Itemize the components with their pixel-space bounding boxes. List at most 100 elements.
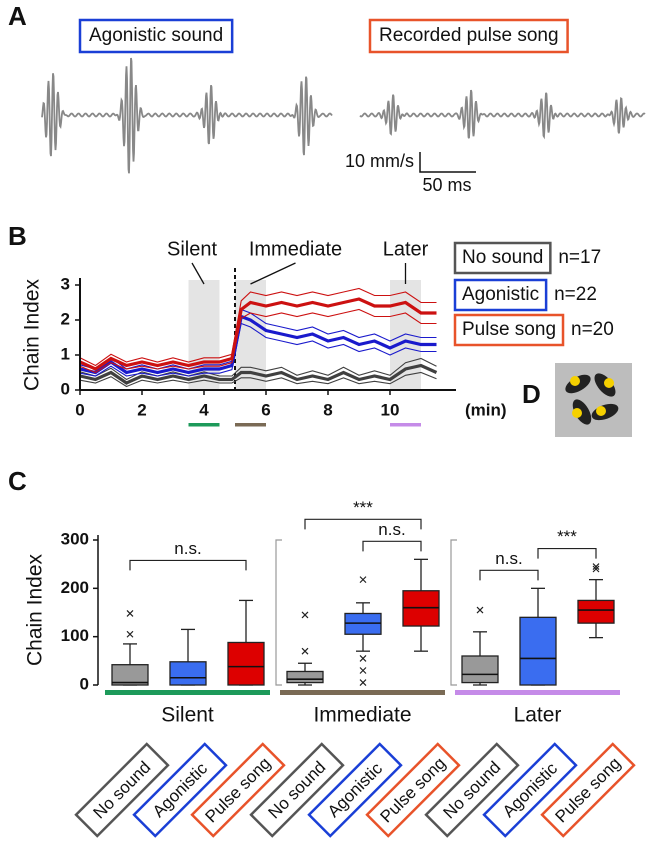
significance-label: *** — [557, 527, 577, 546]
legend-label: Agonistic — [462, 284, 539, 305]
sem-line — [79, 287, 437, 367]
x-axis-label: (min) — [465, 400, 507, 419]
outlier — [301, 611, 309, 619]
panel-letter: C — [8, 466, 27, 496]
legend-box — [453, 241, 552, 275]
group-bar — [455, 690, 620, 695]
period-underline — [235, 423, 266, 427]
legend-n: n=17 — [558, 247, 601, 268]
legend-box — [453, 313, 565, 347]
y-axis-label: Chain Index — [21, 278, 44, 391]
box — [519, 616, 557, 686]
sem-line — [79, 371, 437, 388]
box — [111, 664, 149, 686]
y-tick-label: 1 — [61, 344, 70, 363]
outlier — [476, 606, 484, 614]
group-label: Later — [514, 704, 562, 727]
box — [577, 599, 615, 624]
x-tick-label: 8 — [323, 400, 332, 419]
period-label: Later — [383, 238, 429, 260]
sem-line — [79, 357, 437, 381]
trace-label: Recorded pulse song — [379, 25, 559, 46]
box — [461, 655, 499, 684]
trace — [359, 89, 646, 140]
group-label: Silent — [161, 704, 214, 727]
category-box — [74, 742, 170, 838]
period-leader — [250, 262, 296, 285]
outlier — [592, 563, 600, 571]
significance-bracket — [129, 559, 247, 571]
outlier — [359, 576, 367, 584]
period-label: Silent — [167, 238, 217, 260]
x-tick-label: 6 — [261, 400, 270, 419]
box — [227, 641, 265, 686]
category-box — [482, 742, 578, 838]
outlier — [126, 610, 134, 617]
significance-bracket — [304, 518, 422, 530]
scale-label: 50 ms — [422, 175, 471, 195]
box — [169, 661, 207, 686]
outlier — [359, 654, 367, 662]
category-box — [132, 742, 228, 838]
trace-label-box — [78, 18, 234, 54]
legend-label: No sound — [462, 247, 543, 268]
fly-image — [555, 363, 632, 437]
outlier — [359, 667, 367, 674]
mean-line — [79, 314, 437, 375]
period-leader — [191, 262, 205, 285]
significance-label: *** — [353, 498, 373, 517]
x-tick-label: 4 — [199, 400, 209, 419]
panel-letter: D — [522, 379, 541, 409]
period-underline — [188, 423, 220, 427]
sem-line — [79, 322, 437, 377]
category-box — [190, 742, 286, 838]
significance-label: n.s. — [174, 539, 201, 558]
panel-letter: B — [8, 221, 27, 251]
category-box — [540, 742, 636, 838]
group-label: Immediate — [313, 704, 411, 727]
y-tick-label: 200 — [61, 578, 89, 597]
outlier — [359, 679, 367, 687]
y-tick-label: 2 — [61, 309, 70, 328]
category-box — [424, 742, 520, 838]
trace-label-box — [368, 18, 569, 54]
significance-label: n.s. — [378, 520, 405, 539]
group-bracket — [275, 539, 282, 686]
y-tick-label: 100 — [61, 626, 89, 645]
y-tick-label: 3 — [61, 274, 70, 293]
x-tick-label: 2 — [137, 400, 146, 419]
category-box — [365, 742, 461, 838]
scale-bar — [419, 152, 476, 173]
x-tick-label: 10 — [381, 400, 400, 419]
outlier — [301, 647, 309, 655]
group-bar — [280, 690, 445, 695]
significance-bracket — [537, 547, 597, 559]
scale-label: 10 mm/s — [345, 151, 414, 171]
significance-bracket — [362, 540, 422, 552]
y-tick-label: 300 — [61, 529, 89, 548]
box — [286, 670, 324, 684]
legend-n: n=20 — [571, 319, 614, 340]
legend-label: Pulse song — [462, 319, 556, 340]
period-label: Immediate — [249, 238, 342, 260]
category-box — [249, 742, 345, 838]
trace-label: Agonistic sound — [89, 25, 223, 46]
y-tick-label: 0 — [80, 674, 89, 693]
outlier — [592, 565, 600, 573]
group-bracket — [450, 539, 457, 686]
y-tick-label: 0 — [61, 379, 70, 398]
sem-line — [79, 308, 437, 374]
significance-label: n.s. — [495, 549, 522, 568]
category-box — [307, 742, 403, 838]
trace — [41, 57, 333, 174]
legend-n: n=22 — [554, 284, 597, 305]
period-underline — [390, 423, 421, 427]
significance-bracket — [479, 569, 539, 581]
outlier — [126, 630, 134, 638]
x-tick-label: 0 — [75, 400, 84, 419]
legend-box — [453, 278, 548, 312]
mean-line — [79, 297, 437, 371]
y-axis-label: Chain Index — [24, 553, 47, 666]
group-bar — [105, 690, 270, 695]
